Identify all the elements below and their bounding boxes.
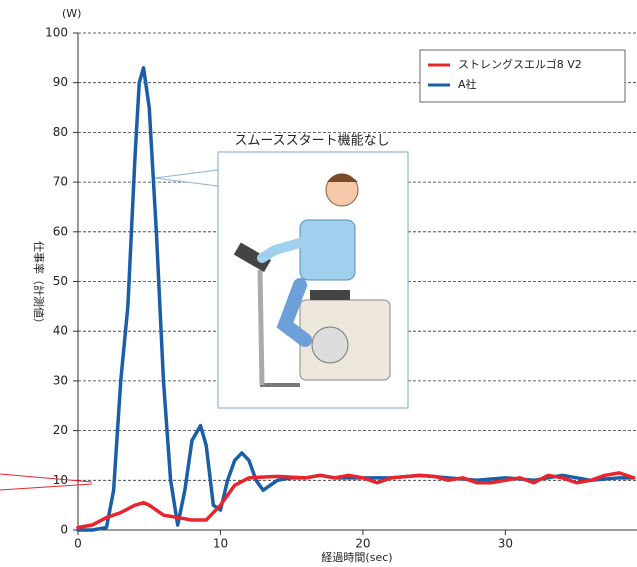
plot: 0 10 20 30 40 50 60 70 80 90 100 0 10 20 30 — [45, 26, 637, 551]
legend: ストレングスエルゴ8 V2 A社 — [419, 49, 626, 103]
x-tick-label: 30 — [498, 537, 513, 551]
annotation: スムーススタート機能なし — [154, 134, 409, 409]
y-tick-label: 60 — [53, 224, 68, 238]
y-tick-label: 50 — [53, 274, 68, 288]
x-tick-label: 10 — [213, 537, 228, 551]
y-tick-label: 90 — [53, 75, 68, 89]
legend-label: A社 — [458, 77, 477, 91]
y-tick-label: 20 — [53, 423, 68, 437]
legend-label: ストレングスエルゴ8 V2 — [458, 57, 582, 71]
y-tick-label: 40 — [53, 324, 68, 338]
x-tick-label: 20 — [355, 537, 370, 551]
y-tick-label: 80 — [53, 125, 68, 139]
illustration — [233, 173, 391, 387]
callout-line — [0, 483, 93, 491]
y-tick-label: 70 — [53, 175, 68, 189]
y-tick-label: 0 — [60, 523, 68, 537]
x-tick-label: 0 — [74, 537, 82, 551]
callout-line — [0, 473, 93, 483]
line-series — [76, 471, 636, 530]
y-tick-label: 30 — [53, 373, 68, 387]
y-axis-label: 仕事率（計測値） — [32, 241, 46, 329]
x-axis-label: 経過時間(sec) — [321, 551, 392, 564]
y-tick-label: 10 — [53, 473, 68, 487]
y-unit: (W) — [62, 7, 81, 20]
y-tick-label: 100 — [45, 26, 68, 40]
annotation-text: スムーススタート機能なし — [234, 134, 389, 149]
